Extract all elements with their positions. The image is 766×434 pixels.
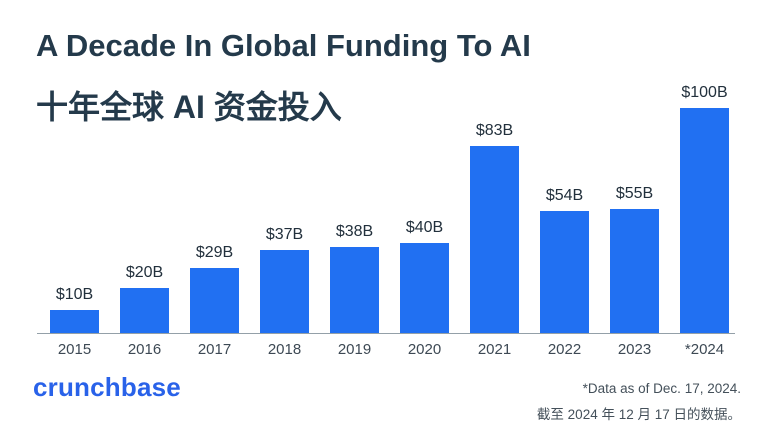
bar-column-2023: $55B (610, 185, 659, 333)
x-axis-label: *2024 (684, 341, 725, 358)
bar-value-label: $54B (545, 187, 584, 204)
bar-value-label: $55B (615, 185, 654, 202)
bar-column-2020: $40B (400, 219, 449, 333)
bar (260, 250, 309, 333)
x-axis-label: 2023 (617, 341, 652, 358)
bars-row: $10B $20B $29B $37B $38B $40B $83B $54B $55B $100… (50, 84, 729, 333)
bar-column-2018: $37B (260, 226, 309, 333)
bar-column-2017: $29B (190, 244, 239, 333)
bar-value-label: $37B (265, 226, 304, 243)
bar-column-2021: $83B (470, 122, 519, 333)
bar (680, 108, 729, 333)
bar-value-label: $38B (335, 223, 374, 240)
bar (470, 146, 519, 333)
bar-value-label: $10B (55, 286, 94, 303)
bar (400, 243, 449, 333)
bar (50, 310, 99, 333)
x-axis-label: 2015 (57, 341, 92, 358)
x-axis-label: 2017 (197, 341, 232, 358)
bar-column-2022: $54B (540, 187, 589, 333)
bar-value-label: $83B (475, 122, 514, 139)
bar-value-label: $29B (195, 244, 234, 261)
bar-column-2016: $20B (120, 264, 169, 333)
bar-value-label: $40B (405, 219, 444, 236)
x-axis-label: 2020 (407, 341, 442, 358)
x-axis-label: 2019 (337, 341, 372, 358)
bar (190, 268, 239, 333)
footnote: *Data as of Dec. 17, 2024. 截至 2024 年 12 … (537, 376, 741, 428)
crunchbase-logo: crunchbase (33, 372, 181, 402)
bar (330, 247, 379, 333)
chart-title-chinese: 十年全球 AI 资金投入 (36, 89, 342, 125)
footnote-english: *Data as of Dec. 17, 2024. (582, 381, 741, 396)
bar (540, 211, 589, 333)
bar-column-2024: $100B (680, 84, 729, 333)
x-axis-label: 2022 (547, 341, 582, 358)
bar-column-2019: $38B (330, 223, 379, 333)
bar-column-2015: $10B (50, 286, 99, 333)
bar (120, 288, 169, 333)
footnote-chinese: 截至 2024 年 12 月 17 日的数据。 (536, 407, 741, 422)
bar-value-label: $20B (125, 264, 164, 281)
x-axis-labels-row: 2015 2016 2017 2018 2019 2020 2021 2022 2023 *202… (50, 341, 729, 358)
x-axis-label: 2018 (267, 341, 302, 358)
bar-chart: $10B $20B $29B $37B $38B $40B $83B $54B $55B $100… (37, 84, 735, 334)
bar-value-label: $100B (681, 84, 728, 101)
chart-title-english: A Decade In Global Funding To AI (36, 28, 531, 63)
bar (610, 209, 659, 333)
x-axis-label: 2021 (477, 341, 512, 358)
x-axis-label: 2016 (127, 341, 162, 358)
